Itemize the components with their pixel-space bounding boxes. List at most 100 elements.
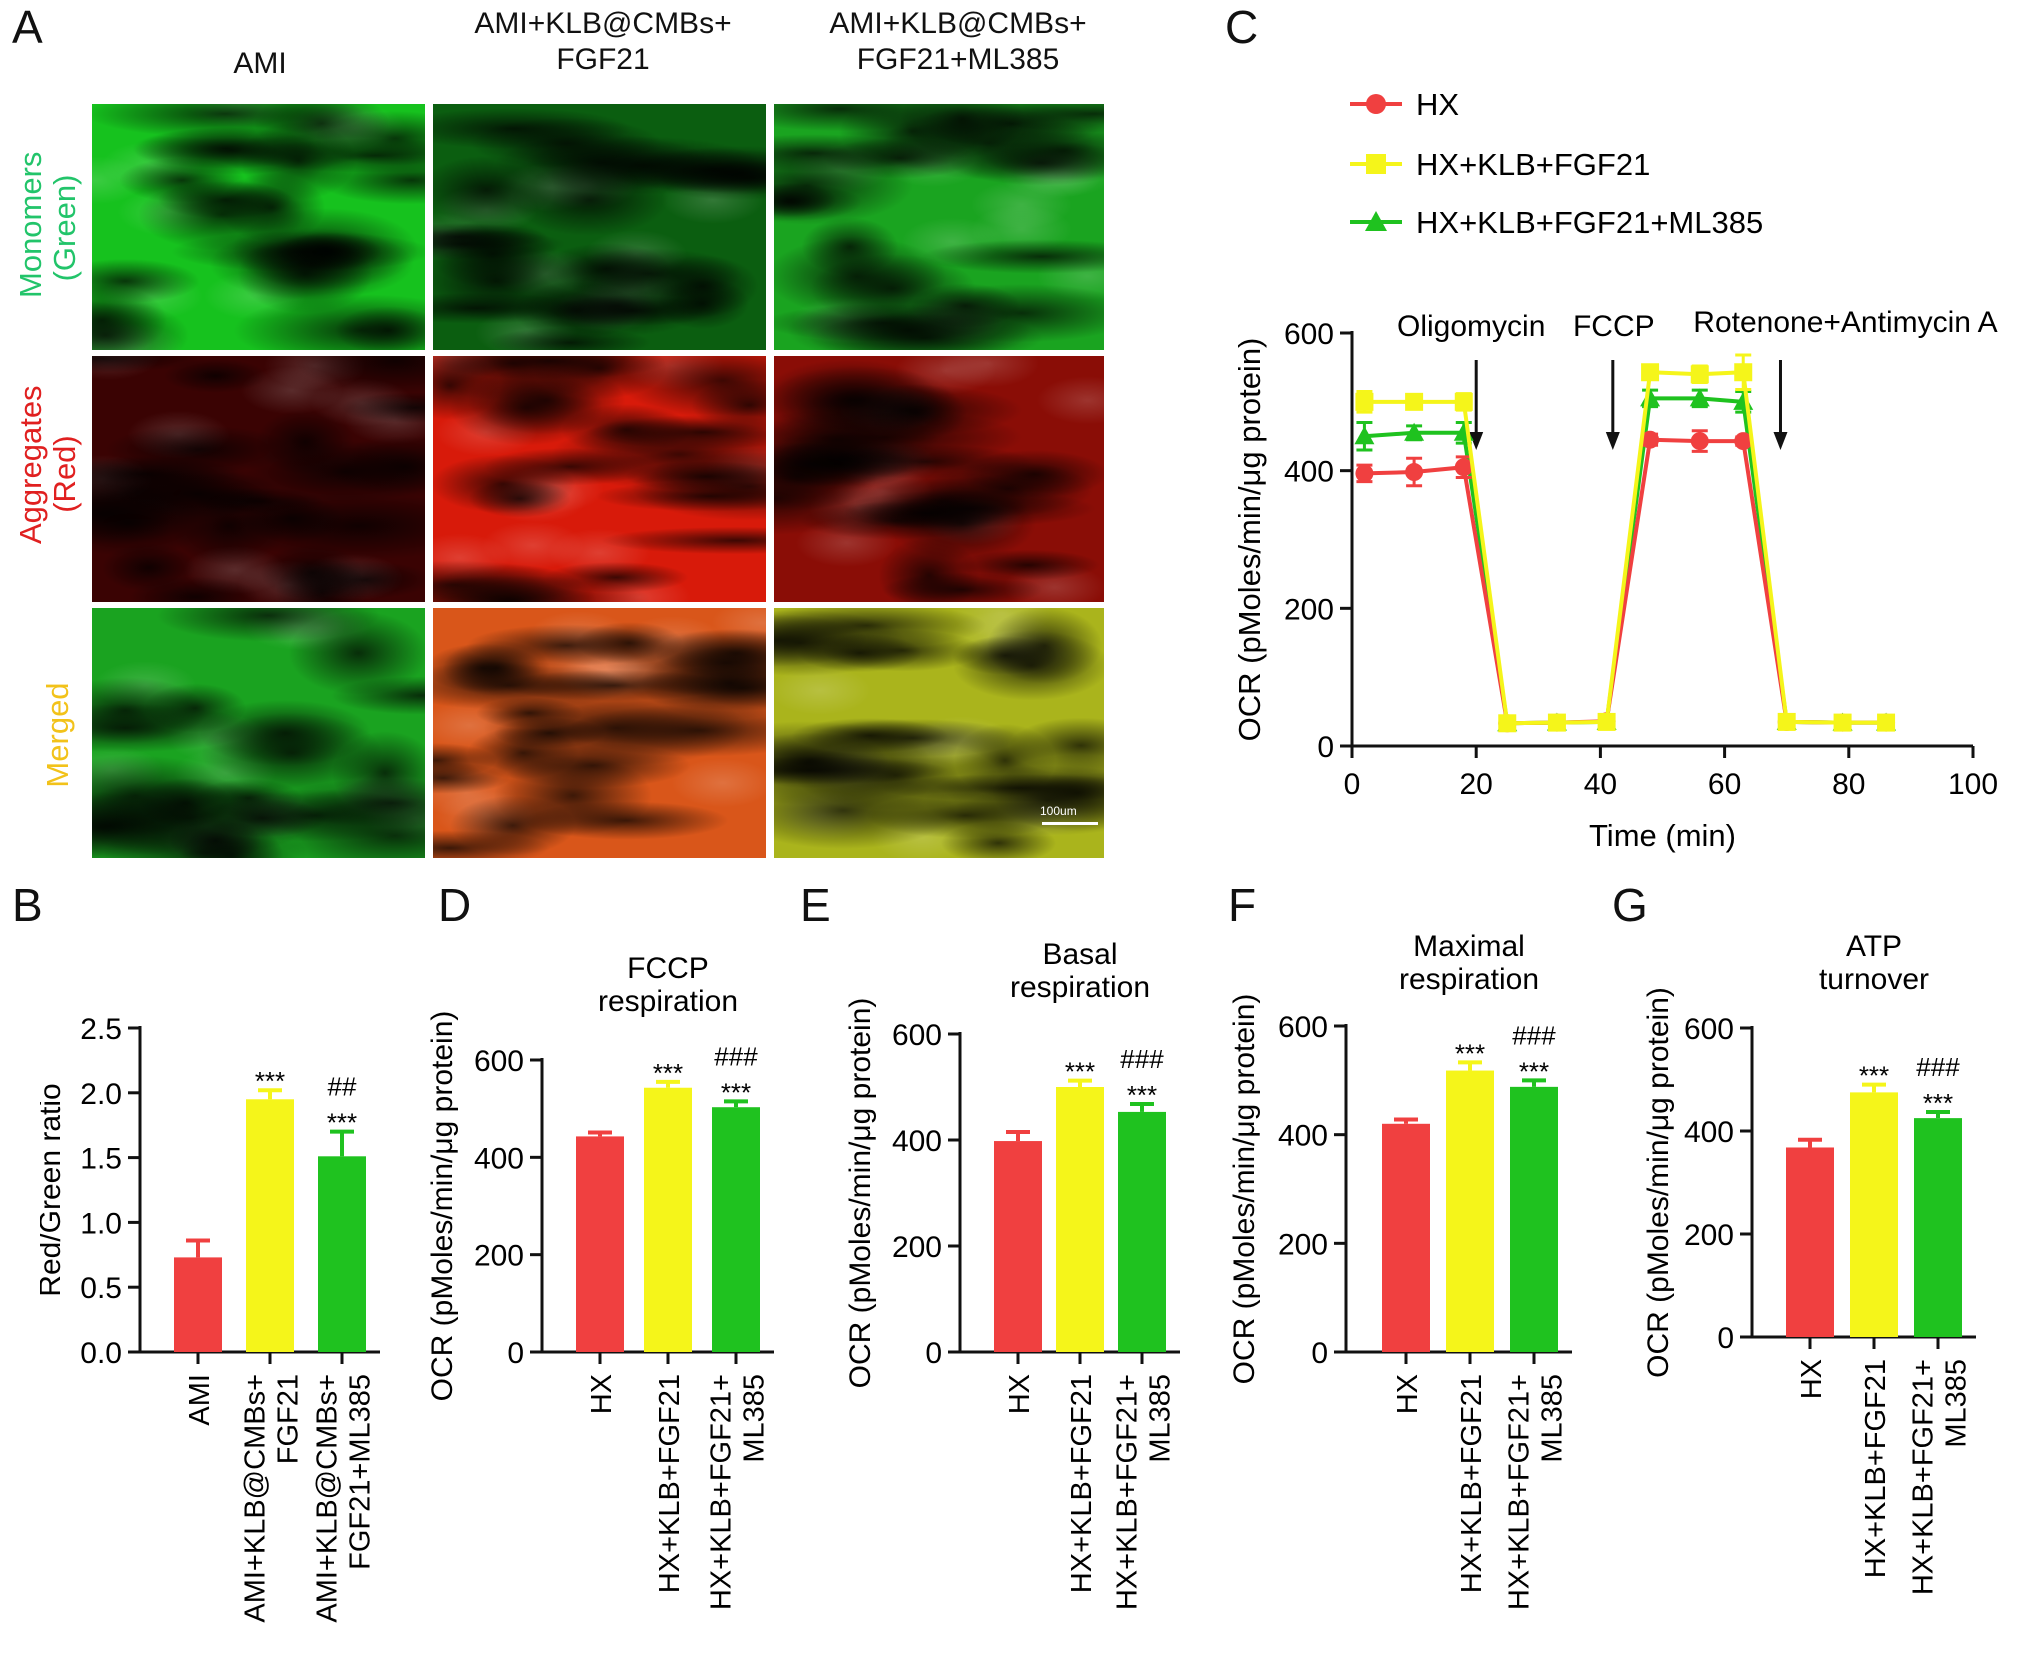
data-point (1597, 712, 1616, 731)
category-label-group: AMI+KLB@CMBs+ FGF21+ML385 (312, 1374, 377, 1623)
data-point (1355, 464, 1374, 483)
significance-mark: ## (328, 1072, 357, 1102)
category-label: HX+KLB+FGF21+ (706, 1374, 738, 1610)
data-point (1454, 392, 1473, 411)
micrograph-monomers-klb-fgf21 (433, 104, 766, 350)
chart-b-red-green-ratio: 0.0 0.5 1.0 1.5 2.0 2.5 Red/Green ratio AMI *** A… (40, 1013, 380, 1623)
data-point (1404, 422, 1425, 441)
y-axis-label: OCR (pMoles/min/μg protein) (430, 1011, 459, 1402)
significance-mark: *** (721, 1077, 751, 1107)
micrograph-merged-ami (92, 608, 425, 858)
legend-label: HX (1416, 87, 1459, 122)
panel-letter-a: A (12, 1, 43, 53)
category-label-group: HX+KLB+FGF21 (1456, 1374, 1488, 1593)
panel-letter-f: F (1228, 879, 1257, 931)
y-axis-label: OCR (pMoles/min/μg protein) (1232, 338, 1267, 742)
significance-mark: *** (1127, 1080, 1157, 1110)
bar (576, 1136, 624, 1352)
bar (318, 1156, 366, 1352)
category-label: FGF21 (273, 1374, 305, 1464)
x-tick-label: 100 (1948, 768, 1998, 801)
micrograph-aggregates-ami (92, 356, 425, 602)
category-label: HX+KLB+FGF21+ (1504, 1374, 1536, 1610)
category-label-group: HX+KLB+FGF21 (654, 1374, 686, 1593)
significance-mark: *** (255, 1066, 285, 1096)
legend-label: HX+KLB+FGF21 (1416, 147, 1650, 182)
y-tick-label: 400 (1684, 1116, 1734, 1149)
bar (712, 1107, 760, 1352)
category-label-group: HX+KLB+FGF21+ ML385 (706, 1374, 771, 1610)
x-axis-label: Time (min) (1589, 818, 1736, 853)
category-label: HX+KLB+FGF21 (1860, 1359, 1892, 1578)
panel-letter-d: D (438, 879, 472, 931)
chart-title: ATP turnover (1819, 930, 1929, 996)
x-tick-label: 40 (1584, 768, 1617, 801)
bar (1786, 1147, 1834, 1337)
micrograph-merged-klb-fgf21 (433, 608, 766, 858)
panel-letter-b: B (12, 879, 43, 931)
chart-c-ocr-time-course: 0 200 400 600 0 20 40 60 80 100 Time (min) OCR (pMo… (1232, 87, 1998, 853)
y-axis-label: Red/Green ratio (40, 1083, 67, 1296)
y-tick-label: 0.0 (80, 1337, 122, 1370)
x-tick-label: 0 (1344, 768, 1361, 801)
bar (994, 1141, 1042, 1352)
chart-g-atp-turnover: ATP turnover 0 200 400 600 OCR (pMoles/min/μg … (1642, 930, 1976, 1595)
bar (1446, 1070, 1494, 1352)
data-point (1354, 426, 1375, 445)
x-tick-label: 60 (1708, 768, 1741, 801)
category-label-group: HX+KLB+FGF21 (1860, 1359, 1892, 1578)
category-label-group: HX+KLB+FGF21+ ML385 (1112, 1374, 1177, 1610)
y-tick-label: 600 (1278, 1011, 1328, 1044)
row-label-merged: Merged (40, 682, 75, 788)
y-tick-label: 600 (892, 1019, 942, 1052)
category-label: HX+KLB+FGF21 (654, 1374, 686, 1593)
bar (644, 1087, 692, 1352)
chart-title: Basal respiration (1010, 938, 1150, 1004)
data-point (1734, 432, 1753, 451)
category-label: HX (1004, 1374, 1036, 1414)
significance-mark: *** (327, 1108, 357, 1138)
significance-mark: ### (1512, 1020, 1556, 1050)
bar (1382, 1123, 1430, 1352)
annotation-arrow-head (1773, 432, 1788, 450)
chart-title: Maximal respiration (1399, 930, 1539, 996)
category-label: HX (1796, 1359, 1828, 1399)
y-tick-label: 400 (892, 1125, 942, 1158)
category-label-group: HX (586, 1374, 618, 1414)
series-line (1364, 370, 1887, 726)
y-tick-label: 200 (892, 1231, 942, 1264)
y-axis-label: OCR (pMoles/min/μg protein) (1230, 994, 1261, 1385)
y-tick-label: 200 (1684, 1219, 1734, 1252)
data-point (1690, 365, 1709, 384)
y-axis-label: OCR (pMoles/min/μg protein) (844, 998, 877, 1389)
category-label: ML385 (1145, 1374, 1177, 1463)
category-label: HX+KLB+FGF21+ (1112, 1374, 1144, 1610)
significance-mark: *** (1519, 1056, 1549, 1086)
category-label: AMI+KLB@CMBs+ (240, 1374, 272, 1623)
data-point (1777, 712, 1796, 731)
category-label: AMI (184, 1374, 216, 1426)
significance-mark: *** (1859, 1061, 1889, 1091)
chart-f-maximal-respiration: Maximal respiration 0 200 400 600 OCR (pMoles/… (1230, 930, 1572, 1610)
category-label: HX (586, 1374, 618, 1414)
chart-e-basal-respiration: Basal respiration 0 200 400 600 OCR (pMoles/mi… (844, 938, 1180, 1610)
bar (1118, 1111, 1166, 1352)
data-point (1641, 363, 1660, 382)
annotation-label: FCCP (1573, 310, 1655, 343)
annotation-label: Rotenone+Antimycin A (1693, 306, 1997, 339)
row-label-monomers: Monomers (Green) (13, 151, 82, 298)
significance-mark: ### (1120, 1044, 1164, 1074)
y-tick-label: 400 (1278, 1120, 1328, 1153)
category-label: HX+KLB+FGF21 (1456, 1374, 1488, 1593)
y-tick-label: 600 (474, 1045, 524, 1078)
data-point (1498, 714, 1517, 733)
significance-mark: ### (714, 1041, 758, 1071)
data-point (1833, 713, 1852, 732)
data-point (1547, 713, 1566, 732)
x-tick-label: 20 (1460, 768, 1493, 801)
bar (1914, 1118, 1962, 1337)
micrograph-aggregates-klb-fgf21 (433, 356, 766, 602)
annotation-arrow-head (1605, 432, 1620, 450)
panel-letter-c: C (1225, 1, 1259, 53)
y-tick-label: 2.5 (80, 1013, 122, 1046)
